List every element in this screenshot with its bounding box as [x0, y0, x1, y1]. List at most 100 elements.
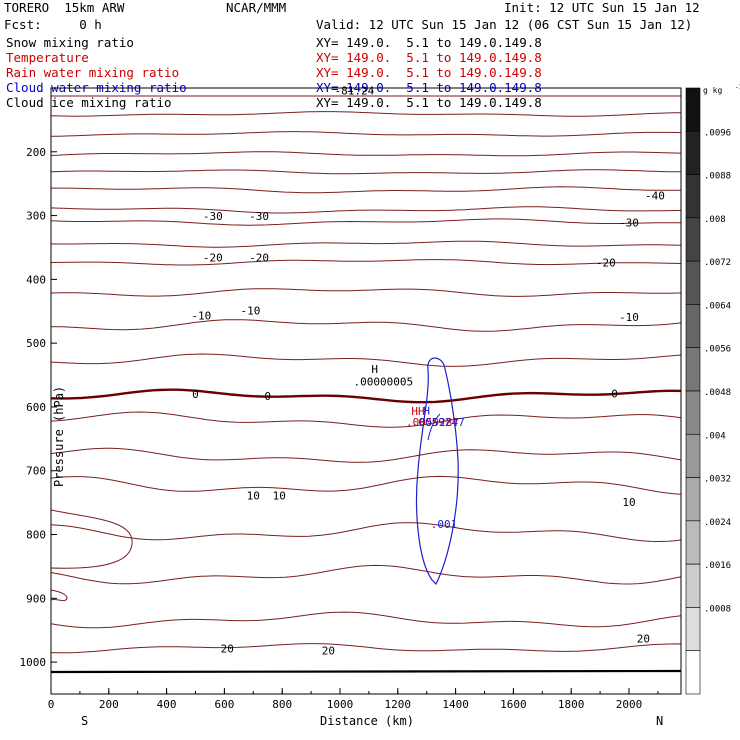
isotherm-label: 20: [637, 632, 650, 645]
colorbar-tick-label: .0048: [704, 388, 731, 398]
forecast-hour: Fcst: 0 h: [4, 17, 102, 32]
isotherm-label: -20: [596, 257, 616, 270]
center-title: NCAR/MMM: [226, 0, 287, 15]
y-tick-label: 200: [26, 146, 46, 159]
isotherm-label: -30: [619, 216, 639, 229]
colorbar-band: [685, 477, 701, 522]
colorbar-tick-label: .0016: [704, 561, 731, 571]
colorbar-band: [685, 304, 701, 349]
isotherm-label: 0: [611, 387, 618, 400]
y-tick-label: 600: [26, 401, 46, 414]
isotherm-label: -30: [249, 210, 269, 223]
isotherm-label: -20: [249, 252, 269, 265]
y-tick-label: 400: [26, 273, 46, 286]
y-tick-label: 1000: [20, 656, 47, 669]
colorbar-band: [685, 260, 701, 305]
cloud-water-label: .0059247: [412, 416, 465, 429]
colorbar-band: [685, 520, 701, 565]
isotherm-label: 10: [622, 496, 635, 509]
isotherm-line: [50, 475, 682, 495]
x-start-label: S: [81, 714, 88, 728]
isotherm-label: 10: [247, 489, 260, 502]
colorbar-band: [685, 650, 701, 695]
isotherm-line: [50, 111, 681, 117]
colorbar-tick-label: .008: [704, 215, 726, 225]
colorbar-tick-label: .004: [704, 431, 726, 441]
x-tick-label: 2000: [616, 698, 643, 711]
isotherm-line: [50, 564, 682, 585]
axes: 0 200 400 600 800 1000 1200 1400 1600 1800 2000200…: [20, 146, 659, 711]
field-xy-snow: XY= 149.0. 5.1 to 149.0.149.8: [316, 35, 542, 50]
colorbar-unit: g kg: [703, 86, 722, 95]
cloud-water-label: H: [423, 405, 430, 418]
colorbar-tick-label: .0032: [704, 475, 731, 485]
colorbar-band: [685, 607, 701, 652]
y-tick-label: 900: [26, 592, 46, 605]
colorbar-band: [685, 87, 701, 132]
x-tick-label: 200: [99, 698, 119, 711]
colorbar-band: [685, 390, 701, 435]
x-tick-label: 800: [272, 698, 292, 711]
field-label-rain: Rain water mixing ratio: [6, 65, 180, 80]
surface-line: [50, 669, 682, 674]
y-axis-label: Pressure (hPa): [52, 386, 66, 487]
isotherm-line: [50, 288, 682, 297]
isotherm-line: [50, 522, 682, 543]
x-tick-label: 1000: [327, 698, 354, 711]
colorbar-tick-label: .0072: [704, 258, 731, 268]
x-tick-label: 1600: [500, 698, 527, 711]
field-xy-rain: XY= 149.0. 5.1 to 149.0.149.8: [316, 65, 542, 80]
x-tick-label: 1200: [385, 698, 412, 711]
snow-label: .00000005: [354, 375, 414, 388]
snow-label: H: [371, 363, 378, 376]
colorbar-tick-label: .0056: [704, 345, 731, 355]
isotherm-line: [50, 218, 682, 226]
isotherm-line: [50, 388, 682, 404]
colorbar-tick-label: .0064: [704, 301, 731, 311]
colorbar-unit-exponent: -1: [735, 84, 740, 91]
isotherm-line: [50, 353, 682, 367]
isotherm-label: 10: [273, 489, 286, 502]
isotherm-line: [50, 259, 682, 266]
cloud-water-inner: [427, 413, 441, 441]
isotherm-label: 0: [264, 390, 271, 403]
isotherm-label: -10: [191, 310, 211, 323]
colorbar-tick-label: .0088: [704, 172, 731, 182]
x-axis-label: Distance (km): [320, 714, 414, 728]
isotherm-line: [51, 186, 682, 194]
rain-label: HH: [411, 405, 424, 418]
isotherm-line: [50, 611, 682, 629]
y-tick-label: 700: [26, 465, 46, 478]
plot-frame: [50, 87, 682, 695]
isotherm-label: -10: [619, 311, 639, 324]
x-tick-label: 600: [214, 698, 234, 711]
x-tick-label: 400: [157, 698, 177, 711]
y-tick-label: 500: [26, 337, 46, 350]
isotherm-label: -81.24: [335, 84, 375, 97]
cloud-water-contour: [415, 357, 459, 586]
colorbar-band: [685, 130, 701, 175]
field-label-temperature: Temperature: [6, 50, 89, 65]
isotherm-line: [50, 411, 682, 428]
isotherm-line: [50, 206, 682, 214]
isotherm-line: [50, 240, 682, 248]
isotherm-label: 20: [322, 644, 335, 657]
y-tick-label: 300: [26, 210, 46, 223]
colorbar: .0096 .0088 .008 .0072 .0064 .0056 .0048 .004 .0…: [685, 84, 740, 695]
isotherm-line: [50, 447, 682, 463]
colorbar-band: [685, 347, 701, 392]
isotherm-line: [50, 169, 681, 175]
isotherm-line: [50, 151, 682, 157]
isotherm-label: -30: [203, 210, 223, 223]
y-tick-label: 800: [26, 529, 46, 542]
isotherm-label: -10: [240, 304, 260, 317]
init-time: Init: 12 UTC Sun 15 Jan 12: [504, 0, 700, 15]
isotherm-line: [50, 319, 682, 332]
field-xy-cloud-ice: XY= 149.0. 5.1 to 149.0.149.8: [316, 95, 542, 110]
colorbar-tick-label: .0096: [704, 128, 731, 138]
x-tick-label: 0: [48, 698, 55, 711]
cloud-water-contours: [415, 357, 459, 586]
isotherm-closed: [50, 589, 68, 602]
isotherm-label: -40: [645, 190, 665, 203]
